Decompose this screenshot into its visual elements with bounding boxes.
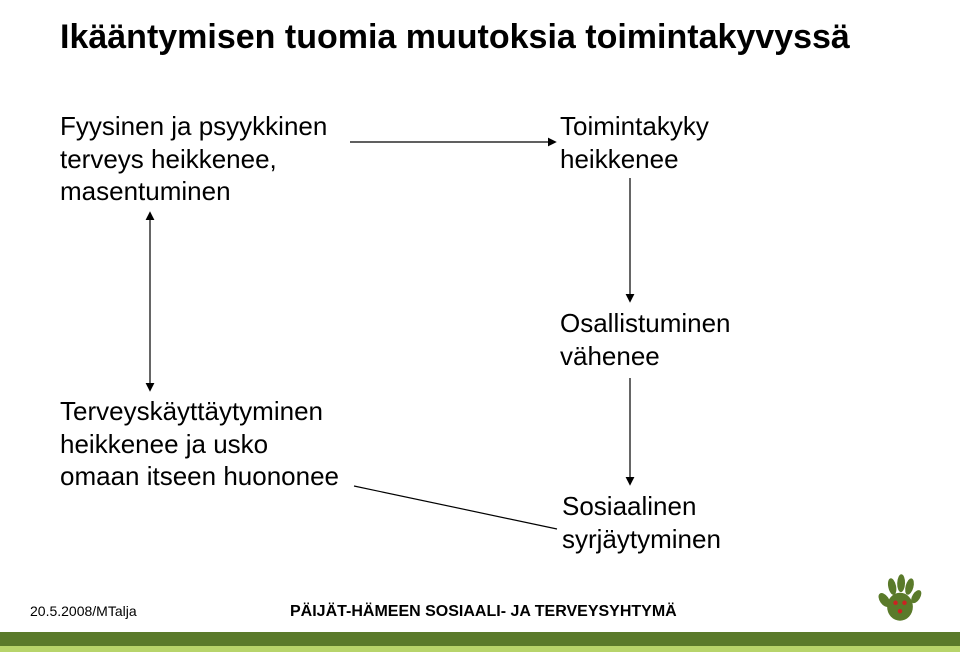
arrows-layer [0,0,960,665]
bottom-bar-light [0,646,960,652]
bottom-bar-dark [0,632,960,646]
footer-right: PÄIJÄT-HÄMEEN SOSIAALI- JA TERVEYSYHTYMÄ [290,603,677,621]
node-right-top: Toimintakyky heikkenee [560,110,709,175]
brand-logo-icon [872,572,928,628]
node-left-top: Fyysinen ja psyykkinen terveys heikkenee… [60,110,327,208]
node-right-mid: Osallistuminen vähenee [560,307,731,372]
slide-title: Ikääntymisen tuomia muutoksia toimintaky… [60,18,850,57]
node-right-bottom: Sosiaalinen syrjäytyminen [562,490,721,555]
footer-left: 20.5.2008/MTalja [30,603,137,619]
node-left-bottom: Terveyskäyttäytyminen heikkenee ja usko … [60,395,339,493]
